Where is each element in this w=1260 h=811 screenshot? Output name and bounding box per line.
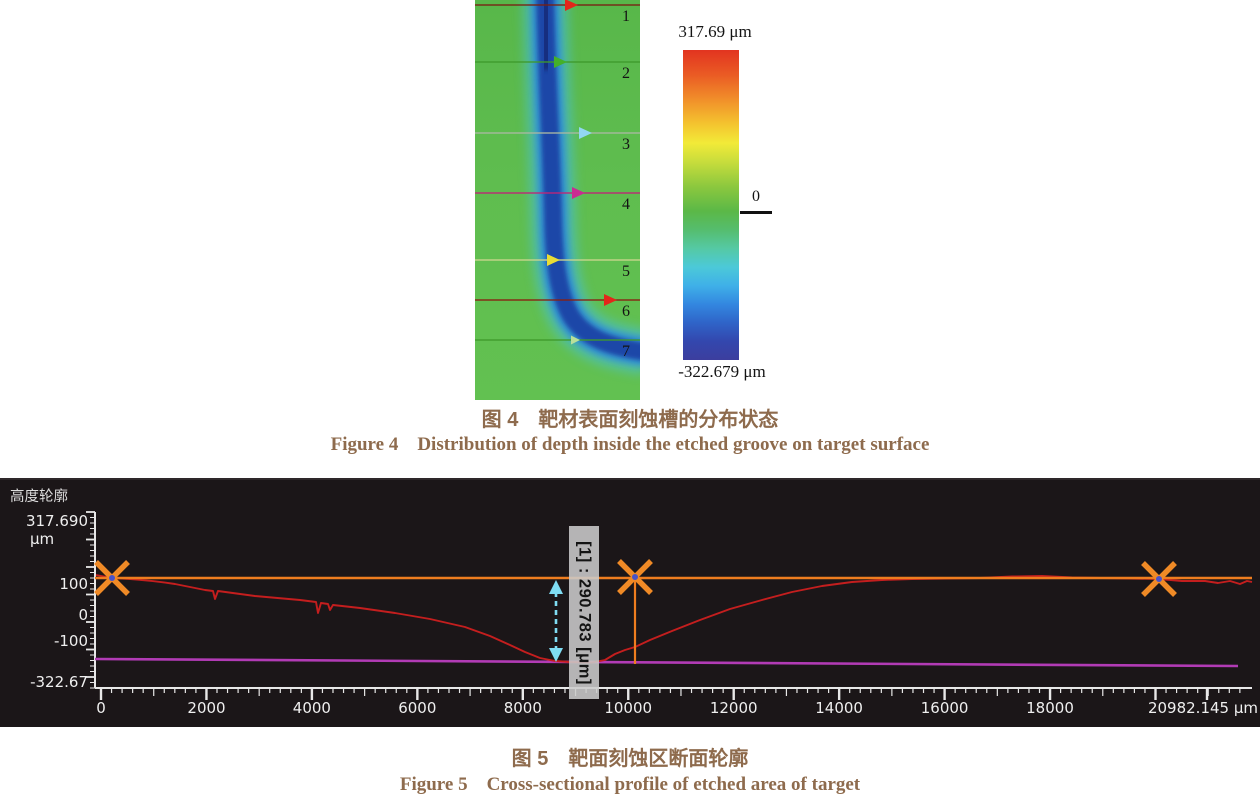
lower-reference-line xyxy=(94,657,1239,668)
x-axis-label: 0 xyxy=(96,699,106,717)
x-axis-label: 6000 xyxy=(398,699,436,717)
x-marker-3 xyxy=(1141,561,1177,597)
scan-arrow-icon-5 xyxy=(547,254,560,266)
scan-arrow-icon-3 xyxy=(579,127,592,139)
scan-arrow-icon-2 xyxy=(554,56,567,68)
y-axis-label: 0 xyxy=(78,606,88,624)
depth-measurement-label: [1] : 290.783 [μm] xyxy=(569,526,599,699)
x-axis-label: 14000 xyxy=(815,699,863,717)
x-axis-label: 12000 xyxy=(710,699,758,717)
figure5-caption-en: Figure 5 Cross-sectional profile of etch… xyxy=(399,774,861,795)
x-axis-label: 10000 xyxy=(604,699,652,717)
scan-line-number-2: 2 xyxy=(622,65,630,82)
colorbar-zero-label: 0 xyxy=(752,188,760,205)
scan-arrow-icon-7 xyxy=(571,335,580,345)
colorbar-min-label: -322.679 μm xyxy=(678,362,766,381)
y-axis-label: μm xyxy=(30,530,54,548)
colorbar xyxy=(683,50,739,360)
scan-line-number-5: 5 xyxy=(622,263,630,280)
depth-arrow-icon xyxy=(549,580,563,662)
scan-arrow-icon-6 xyxy=(604,294,617,306)
x-axis-label: 4000 xyxy=(293,699,331,717)
x-axis-label: 20982.145 μm xyxy=(1148,699,1258,717)
x-marker-1 xyxy=(94,560,130,596)
figure5-caption-zh: 图 5 靶面刻蚀区断面轮廓 xyxy=(511,748,749,770)
x-axis-label: 18000 xyxy=(1026,699,1074,717)
x-axis-label: 8000 xyxy=(504,699,542,717)
measured-profile-curve xyxy=(95,574,1253,664)
groove-band xyxy=(522,0,640,375)
panel-title: 高度轮廓 xyxy=(10,489,68,505)
scan-arrow-icon-1 xyxy=(565,0,578,11)
scan-arrow-icon-4 xyxy=(572,187,585,199)
colorbar-max-label: 317.69 μm xyxy=(678,22,752,41)
scan-lines-group: 1 2 3 4 5 6 7 xyxy=(475,0,640,360)
y-axis-label: -322.67 xyxy=(30,673,88,691)
x-axis-ruler: 0 2000 4000 6000 8000 10000 12000 14000 16000 180… xyxy=(95,687,1258,717)
y-axis-label: -100 xyxy=(54,632,88,650)
figure4-caption-en: Figure 4 Distribution of depth inside th… xyxy=(330,434,930,455)
groove-heatmap-image: 1 2 3 4 5 6 7 xyxy=(475,0,640,400)
scan-line-number-7: 7 xyxy=(622,343,630,360)
figure4-caption-zh: 图 4 靶材表面刻蚀槽的分布状态 xyxy=(481,409,779,431)
scan-line-number-4: 4 xyxy=(622,196,630,213)
height-profile-panel: 317.690 μm 100 0 -100 -322.67 0 2000 4000 6000 800… xyxy=(0,478,1260,727)
x-axis-label: 2000 xyxy=(187,699,225,717)
y-axis-label: 100 xyxy=(59,575,88,593)
scan-line-number-1: 1 xyxy=(622,8,630,25)
x-axis-label: 16000 xyxy=(921,699,969,717)
scan-line-number-6: 6 xyxy=(622,303,630,320)
x-marker-2 xyxy=(617,559,653,595)
y-axis-label: 317.690 xyxy=(26,512,88,530)
colorbar-zero-tick xyxy=(740,211,772,214)
scan-line-number-3: 3 xyxy=(622,136,630,153)
